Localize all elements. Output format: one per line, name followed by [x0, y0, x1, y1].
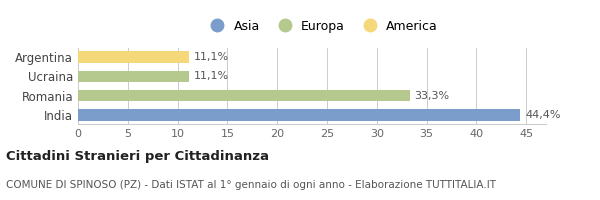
Text: 11,1%: 11,1% — [194, 52, 229, 62]
Text: 33,3%: 33,3% — [415, 91, 449, 101]
Legend: Asia, Europa, America: Asia, Europa, America — [200, 15, 443, 38]
Bar — [78, 90, 410, 101]
Text: Cittadini Stranieri per Cittadinanza: Cittadini Stranieri per Cittadinanza — [6, 150, 269, 163]
Text: 44,4%: 44,4% — [525, 110, 560, 120]
Bar — [78, 109, 520, 121]
Bar — [78, 71, 188, 82]
Text: COMUNE DI SPINOSO (PZ) - Dati ISTAT al 1° gennaio di ogni anno - Elaborazione TU: COMUNE DI SPINOSO (PZ) - Dati ISTAT al 1… — [6, 180, 496, 190]
Text: 11,1%: 11,1% — [194, 71, 229, 81]
Bar — [78, 51, 188, 63]
